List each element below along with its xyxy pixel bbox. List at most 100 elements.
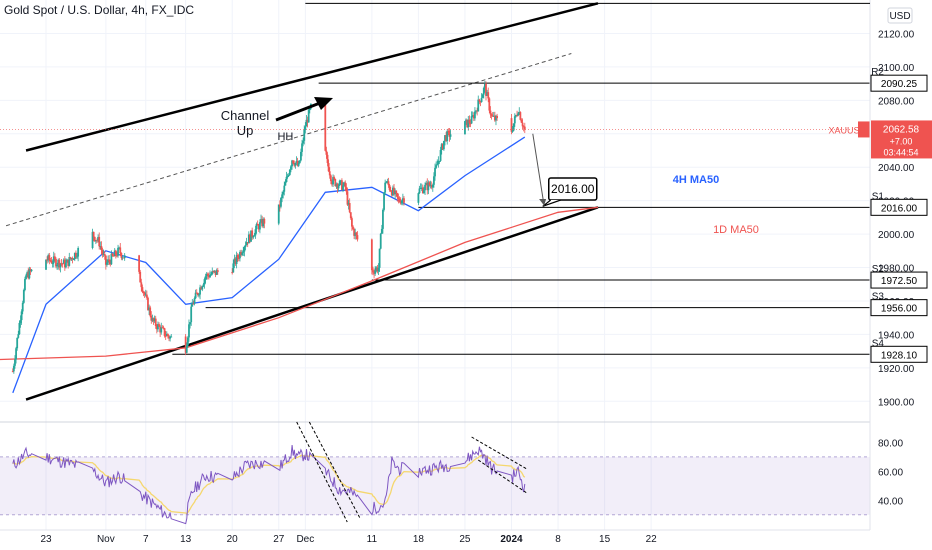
currency-box xyxy=(887,7,913,24)
time-tick-label: 23 xyxy=(40,534,52,545)
candle-body xyxy=(437,160,440,165)
candle-body xyxy=(376,267,379,272)
currency-label: USD xyxy=(889,11,910,22)
candle-body xyxy=(72,259,75,261)
rsi-band xyxy=(0,456,870,515)
candle-body xyxy=(98,236,101,247)
candle-body xyxy=(286,175,289,177)
candle-body xyxy=(518,112,521,114)
rsi-trend-line xyxy=(308,421,361,519)
candle-body xyxy=(523,126,526,130)
candle-body xyxy=(245,242,248,246)
candle-body xyxy=(496,115,498,119)
level-label-s4: S4 xyxy=(872,338,885,349)
candle-body xyxy=(93,236,96,242)
candle-body xyxy=(144,294,147,296)
candle-body xyxy=(470,116,473,124)
candle-body xyxy=(27,272,30,279)
candle-body xyxy=(69,257,72,260)
candle-body xyxy=(52,256,55,264)
candle-body xyxy=(17,334,20,338)
candle-body xyxy=(193,298,196,304)
candle-body xyxy=(214,270,217,275)
candle-body xyxy=(167,333,169,337)
candle-body xyxy=(378,248,381,268)
candle-body xyxy=(334,179,337,187)
candle-body xyxy=(298,160,301,164)
candle-body xyxy=(474,111,476,119)
candle-body xyxy=(198,294,200,296)
candle-body xyxy=(328,171,331,176)
candle-body xyxy=(521,122,524,127)
candle-body xyxy=(337,185,340,189)
candle-body xyxy=(109,261,112,265)
level-price-box xyxy=(870,271,928,289)
candle-body xyxy=(216,270,219,273)
candle-body xyxy=(189,322,191,325)
candle-body xyxy=(480,97,483,103)
candle-body xyxy=(24,278,26,291)
candle-body xyxy=(91,231,94,248)
candle-body xyxy=(239,251,241,259)
candle-body xyxy=(435,165,438,168)
symbol-tag-text: XAUUSD xyxy=(828,125,866,135)
candle-body xyxy=(162,327,165,329)
candle-body xyxy=(66,259,68,263)
price-tick-label: 2080.00 xyxy=(878,96,915,107)
candle-body xyxy=(56,264,58,267)
candle-body xyxy=(201,286,204,290)
candle-body xyxy=(53,256,56,259)
candle-body xyxy=(206,273,209,276)
candle-body xyxy=(185,345,188,353)
candle-body xyxy=(262,219,265,227)
candle-body xyxy=(489,110,492,115)
candle-body xyxy=(46,259,49,261)
candle-body xyxy=(331,181,333,185)
candle-body xyxy=(282,191,285,195)
candle-body xyxy=(159,326,162,333)
candle-body xyxy=(203,279,206,285)
level-price-text: 1956.00 xyxy=(881,304,918,315)
candle-body xyxy=(196,293,199,296)
candle-body xyxy=(170,336,173,338)
rsi-tick-label: 60.00 xyxy=(878,467,903,478)
candle-body xyxy=(68,257,71,266)
candle-body xyxy=(59,263,62,268)
candle-body xyxy=(427,182,430,191)
time-tick-label: 13 xyxy=(180,534,192,545)
candle-body xyxy=(165,333,168,336)
candle-body xyxy=(513,116,516,124)
channel-label-line1: Channel xyxy=(221,108,270,123)
candle-body xyxy=(346,191,349,205)
candle-body xyxy=(28,269,31,279)
price-tick-label: 1980.00 xyxy=(878,264,915,275)
candle-body xyxy=(249,234,251,242)
candle-body xyxy=(477,99,480,112)
candle-body xyxy=(352,226,354,230)
candle-body xyxy=(97,236,99,241)
candle-body xyxy=(145,294,148,298)
price-tick-label: 1940.00 xyxy=(878,330,915,341)
candle-body xyxy=(385,182,388,184)
target-callout-pointer xyxy=(542,199,561,207)
candle-body xyxy=(418,188,421,194)
candle-body xyxy=(247,234,250,244)
candle-body xyxy=(370,239,373,271)
channel-arrow-head xyxy=(314,97,333,110)
candle-body xyxy=(122,257,125,259)
candle-body xyxy=(375,267,378,271)
candle-body xyxy=(61,263,64,265)
candle-body xyxy=(324,103,327,151)
candle-body xyxy=(485,83,487,96)
candle-body xyxy=(326,154,329,164)
candle-body xyxy=(251,230,254,237)
last-price-countdown: 03:44:54 xyxy=(883,147,918,157)
candle-body xyxy=(16,337,19,349)
candle-body xyxy=(398,198,401,202)
candle-body xyxy=(244,245,247,248)
candle-body xyxy=(429,185,432,187)
candle-body xyxy=(486,92,489,96)
candle-body xyxy=(234,258,237,264)
chart-title: Gold Spot / U.S. Dollar, 4h, FX_IDC xyxy=(4,3,195,17)
